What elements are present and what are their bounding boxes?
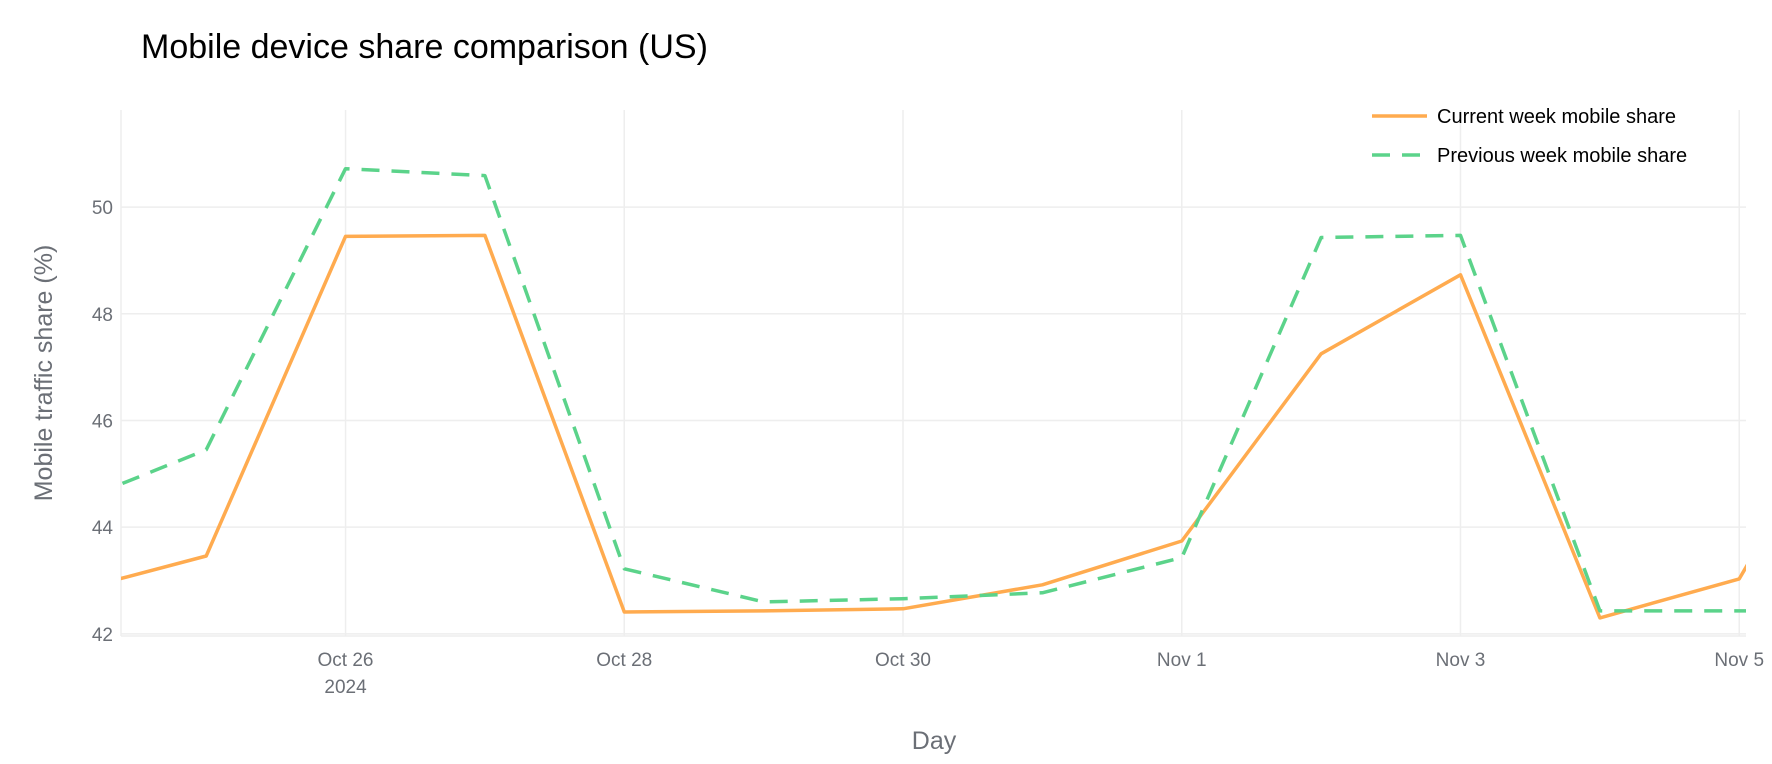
- y-tick-label: 42: [92, 625, 113, 646]
- y-tick-label: 46: [92, 411, 113, 432]
- x-tick-label: Nov 5: [1714, 650, 1764, 671]
- x-tick-label: Oct 28: [596, 650, 652, 671]
- y-tick-label: 50: [92, 198, 113, 219]
- y-axis-ticks: 42 44 46 48 50: [92, 198, 114, 646]
- gridlines: [120, 110, 1746, 637]
- legend-label-0[interactable]: Current week mobile share: [1437, 106, 1676, 128]
- x-axis-title: Day: [912, 727, 957, 755]
- x-axis-ticks: Oct 26 Oct 28 Oct 30 Nov 1 Nov 3 Nov 5 2024: [318, 650, 1764, 698]
- y-axis-title: Mobile traffic share (%): [30, 245, 58, 502]
- legend-label-1[interactable]: Previous week mobile share: [1437, 145, 1687, 167]
- y-tick-label: 44: [92, 518, 114, 539]
- chart-title: Mobile device share comparison (US): [141, 28, 708, 66]
- x-tick-label: Nov 3: [1436, 650, 1486, 671]
- x-tick-label: Oct 26: [318, 650, 374, 671]
- y-tick-label: 48: [92, 305, 113, 326]
- series-lines: [121, 166, 1746, 620]
- x-tick-label: Nov 1: [1157, 650, 1207, 671]
- x-tick-year-label: 2024: [324, 677, 367, 698]
- series-line-current-week: [121, 233, 1746, 620]
- x-tick-label: Oct 30: [875, 650, 931, 671]
- series-line-previous-week: [121, 166, 1746, 613]
- legend[interactable]: Current week mobile share Previous week m…: [1372, 106, 1687, 167]
